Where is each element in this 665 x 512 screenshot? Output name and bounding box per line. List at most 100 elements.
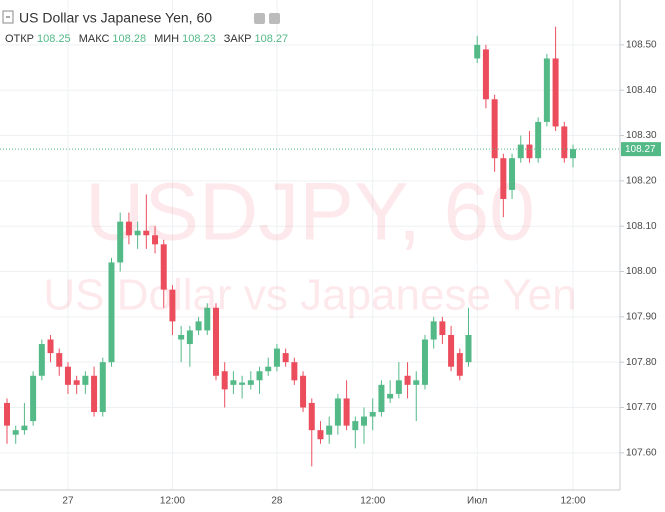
candle-body xyxy=(404,375,411,385)
candle-body xyxy=(82,375,89,385)
candle-body xyxy=(300,375,307,408)
candle-body xyxy=(47,339,54,354)
candle-body xyxy=(247,380,254,385)
last-price-label: 108.27 xyxy=(625,144,656,155)
candle-body xyxy=(282,353,289,363)
candle-body xyxy=(387,393,394,399)
watermark-symbol: USDJPY, 60 xyxy=(85,167,535,258)
candle-body xyxy=(265,366,272,372)
ohlc-header: ОТКР 108.25 МАКС 108.28 МИН 108.23 ЗАКР 108.27 xyxy=(5,33,288,45)
candle-body xyxy=(465,334,472,363)
candle-body xyxy=(326,425,333,435)
candle-body xyxy=(500,158,507,199)
candle-body xyxy=(343,398,350,426)
candle-body xyxy=(509,158,516,190)
candle-body xyxy=(361,416,368,426)
ohlc-label: ОТКР xyxy=(5,33,34,45)
candle-body xyxy=(4,402,10,426)
candle-body xyxy=(169,289,176,322)
watermark-subtitle: US Dollar vs Japanese Yen xyxy=(43,271,576,320)
last-price-tag xyxy=(621,142,661,157)
candle-body xyxy=(178,334,185,340)
candle-body xyxy=(38,344,45,376)
ohlc-value: 108.28 xyxy=(112,33,146,45)
candle-body xyxy=(430,321,437,340)
candle-body xyxy=(256,371,263,381)
candle-body xyxy=(134,230,141,236)
candle-body xyxy=(230,380,237,385)
y-tick-label: 107.80 xyxy=(626,357,657,368)
candle-body xyxy=(21,425,28,431)
ohlc-value: 108.25 xyxy=(37,33,71,45)
candle-body xyxy=(152,235,159,245)
candle-body xyxy=(239,382,246,385)
candle-body xyxy=(160,244,167,290)
candle-body xyxy=(73,380,80,385)
y-tick-label: 108.00 xyxy=(626,266,657,277)
candle-body xyxy=(91,375,98,413)
candles xyxy=(0,26,620,467)
candle-body xyxy=(517,144,524,159)
candle-body xyxy=(456,353,463,376)
candle-body xyxy=(12,430,19,435)
candle-body xyxy=(212,307,219,376)
ohlc-label: МАКС xyxy=(79,33,110,45)
candle-body xyxy=(352,421,359,431)
candle-body xyxy=(186,330,193,345)
candle-body xyxy=(421,339,428,385)
candle-body xyxy=(526,144,533,159)
candle-body xyxy=(561,126,568,159)
candle-body xyxy=(308,402,315,431)
x-tick-label: 12:00 xyxy=(160,496,185,507)
candle-body xyxy=(195,321,202,331)
candle-body xyxy=(204,307,211,331)
y-tick-label: 108.10 xyxy=(626,221,657,232)
candle-body xyxy=(482,49,489,100)
ohlc-value: 108.27 xyxy=(254,33,288,45)
candle-body xyxy=(108,262,115,363)
candle-body xyxy=(317,430,324,440)
y-tick-label: 108.20 xyxy=(626,176,657,187)
x-tick-label: 12:00 xyxy=(560,496,585,507)
settings-icon[interactable] xyxy=(269,13,280,24)
candle-body xyxy=(413,380,420,385)
candle-body xyxy=(474,44,481,59)
chart-title: US Dollar vs Japanese Yen, 60 xyxy=(19,10,212,26)
candle-body xyxy=(56,353,63,367)
candle-body xyxy=(221,371,228,390)
axis: 107.60 107.70 107.80 107.90 108.00 108.10 108.… xyxy=(62,40,661,507)
candle-body xyxy=(378,384,385,413)
candle-body xyxy=(334,398,341,426)
x-tick-label: 28 xyxy=(271,496,283,507)
y-tick-label: 107.70 xyxy=(626,402,657,413)
candle-body xyxy=(273,348,280,367)
candle-body xyxy=(369,412,376,417)
candle-body xyxy=(570,149,576,159)
candle-body xyxy=(125,221,132,236)
candle-body xyxy=(491,99,498,159)
candle-body xyxy=(395,380,402,394)
candle-body xyxy=(543,58,550,122)
candle-body xyxy=(552,58,559,127)
candle-body xyxy=(64,366,71,385)
x-tick-label: 12:00 xyxy=(360,496,385,507)
candle-body xyxy=(99,362,106,413)
candle-body xyxy=(143,230,150,236)
candle-body xyxy=(439,321,446,335)
y-tick-label: 108.50 xyxy=(626,40,657,51)
candle-body xyxy=(30,375,37,422)
y-tick-label: 107.90 xyxy=(626,311,657,322)
candle-body xyxy=(117,221,124,263)
x-tick-label: 27 xyxy=(62,496,74,507)
ohlc-value: 108.23 xyxy=(182,33,216,45)
ohlc-label: ЗАКР xyxy=(224,33,252,45)
y-tick-label: 108.30 xyxy=(626,130,657,141)
eye-icon[interactable] xyxy=(254,13,265,24)
y-tick-label: 107.60 xyxy=(626,447,657,458)
candle-body xyxy=(535,121,542,159)
ohlc-label: МИН xyxy=(154,33,179,45)
candle-body xyxy=(291,362,298,381)
x-tick-label: Июл xyxy=(467,496,487,507)
candle-body xyxy=(448,334,455,367)
